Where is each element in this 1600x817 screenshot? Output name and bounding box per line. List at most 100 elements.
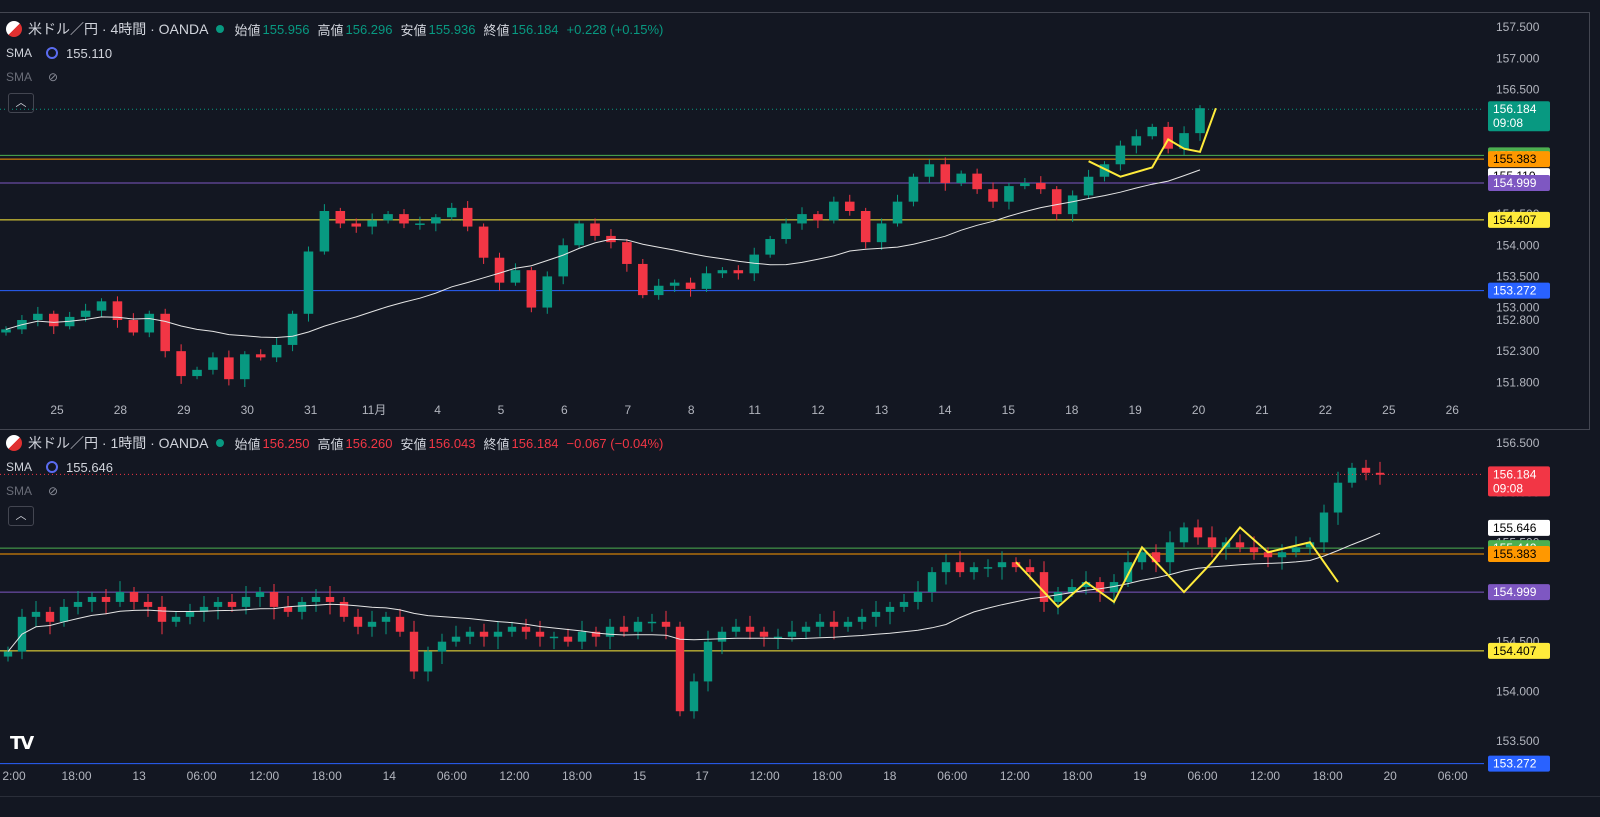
market-status-icon bbox=[216, 25, 225, 33]
candle-body bbox=[860, 211, 871, 243]
candle-body bbox=[622, 242, 632, 264]
candle-body bbox=[383, 214, 393, 221]
collapse-legend-button[interactable]: ︿ bbox=[8, 93, 34, 113]
chart-pane-1h[interactable]: 156.500156.000155.500155.000154.500154.0… bbox=[0, 434, 1590, 817]
candle-body bbox=[33, 313, 43, 321]
price-level-tag bbox=[1488, 755, 1550, 772]
y-tick-label: 152.300 bbox=[1496, 344, 1540, 358]
candle-body bbox=[297, 601, 307, 612]
candle-body bbox=[367, 220, 377, 227]
candle-body bbox=[493, 631, 503, 637]
high-value: 156.296 bbox=[345, 21, 393, 37]
candle-body bbox=[1333, 482, 1343, 513]
candle-body bbox=[535, 631, 545, 637]
x-tick-label: 18:00 bbox=[312, 769, 342, 783]
candle-body bbox=[1051, 189, 1062, 215]
candle-body bbox=[311, 596, 321, 602]
x-tick-label: 12:00 bbox=[750, 769, 780, 783]
x-tick-label: 8 bbox=[688, 403, 695, 417]
collapse-legend-button[interactable]: ︿ bbox=[8, 506, 34, 526]
candle-body bbox=[955, 562, 965, 573]
candle-body bbox=[759, 631, 769, 637]
y-tick-label: 153.000 bbox=[1496, 301, 1540, 315]
candle-body bbox=[605, 626, 615, 637]
last-price-tag bbox=[1488, 101, 1550, 132]
x-tick-label: 29 bbox=[177, 403, 191, 417]
sma-hidden-row[interactable]: SMA ⊘ bbox=[6, 65, 671, 89]
x-tick-label: 12:00 bbox=[1000, 769, 1030, 783]
candle-body bbox=[395, 616, 405, 632]
high-label: 高値 bbox=[317, 22, 344, 38]
y-tick-label: 151.800 bbox=[1496, 375, 1540, 389]
trendline-drawing bbox=[1015, 525, 1339, 609]
candle-body bbox=[1163, 126, 1173, 149]
price-level-tag bbox=[1488, 211, 1550, 228]
candle-body bbox=[494, 257, 505, 283]
price-level-label: 155.646 bbox=[1493, 521, 1537, 535]
candle-body bbox=[1067, 195, 1078, 215]
x-tick-label: 06:00 bbox=[937, 769, 967, 783]
candle-body bbox=[353, 616, 363, 627]
candle-body bbox=[745, 626, 755, 632]
sma-indicator-row[interactable]: SMA 155.110 bbox=[6, 41, 671, 65]
chart-4h-canvas[interactable]: 157.500157.000156.500156.000155.500155.0… bbox=[0, 13, 1590, 431]
price-level-tag bbox=[1488, 282, 1550, 299]
candle-body bbox=[549, 636, 559, 639]
candle-body bbox=[227, 601, 237, 607]
candle-body bbox=[465, 631, 475, 637]
candle-body bbox=[144, 313, 155, 333]
sma-settings-icon[interactable] bbox=[46, 47, 59, 59]
x-tick-label: 28 bbox=[114, 403, 128, 417]
candle-body bbox=[3, 651, 13, 657]
sma-value: 155.110 bbox=[66, 45, 113, 61]
symbol-title[interactable]: 米ドル／円 · 4時間 · OANDA bbox=[28, 21, 209, 37]
candle-body bbox=[1195, 108, 1205, 134]
candle-body bbox=[45, 611, 55, 622]
chart-1h-canvas[interactable]: 156.500156.000155.500155.000154.500154.0… bbox=[0, 434, 1590, 817]
x-tick-label: 18:00 bbox=[812, 769, 842, 783]
candle-body bbox=[1020, 182, 1030, 187]
close-value: 156.184 bbox=[511, 21, 559, 37]
usdjpy-flag-icon bbox=[6, 435, 22, 451]
y-tick-label: 156.500 bbox=[1496, 83, 1540, 97]
candle-body bbox=[924, 164, 935, 177]
candle-body bbox=[1235, 542, 1245, 548]
candle-body bbox=[479, 631, 489, 637]
price-level-tag bbox=[1488, 642, 1550, 659]
candle-body bbox=[1004, 186, 1014, 202]
candle-body bbox=[1249, 547, 1259, 553]
candle-body bbox=[574, 223, 584, 246]
candle-body bbox=[1099, 164, 1110, 177]
candle-body bbox=[940, 164, 951, 183]
candle-body bbox=[437, 641, 447, 652]
x-tick-label: 13 bbox=[875, 403, 889, 417]
candle-body bbox=[653, 285, 664, 296]
candle-body bbox=[176, 351, 186, 377]
eye-hidden-icon[interactable]: ⊘ bbox=[48, 484, 59, 498]
x-tick-label: 12:00 bbox=[1250, 769, 1280, 783]
sma-settings-icon[interactable] bbox=[46, 461, 59, 473]
candle-body bbox=[1137, 552, 1147, 563]
candle-body bbox=[59, 606, 69, 622]
chart-pane-4h[interactable]: 157.500157.000156.500156.000155.500155.0… bbox=[0, 12, 1590, 430]
candle-body bbox=[48, 313, 59, 327]
price-level-label: 154.999 bbox=[1493, 176, 1537, 190]
last-price-label: 156.184 bbox=[1493, 102, 1537, 116]
sma-hidden-row[interactable]: SMA ⊘ bbox=[6, 479, 671, 503]
eye-hidden-icon[interactable]: ⊘ bbox=[48, 70, 59, 84]
candle-body bbox=[1115, 145, 1126, 165]
price-level-tag bbox=[1488, 175, 1550, 192]
candle-body bbox=[199, 606, 209, 612]
candle-body bbox=[638, 263, 648, 296]
price-level-tag bbox=[1488, 151, 1550, 168]
candle-body bbox=[224, 357, 234, 380]
low-label: 安値 bbox=[400, 436, 427, 452]
y-tick-label: 156.500 bbox=[1496, 436, 1540, 450]
candle-body bbox=[689, 681, 699, 712]
candle-body bbox=[112, 301, 123, 321]
symbol-title[interactable]: 米ドル／円 · 1時間 · OANDA bbox=[28, 435, 209, 451]
x-tick-label: 18:00 bbox=[1062, 769, 1092, 783]
candle-body bbox=[1361, 467, 1371, 473]
candle-body bbox=[1011, 562, 1021, 568]
sma-indicator-row[interactable]: SMA 155.646 bbox=[6, 455, 671, 479]
